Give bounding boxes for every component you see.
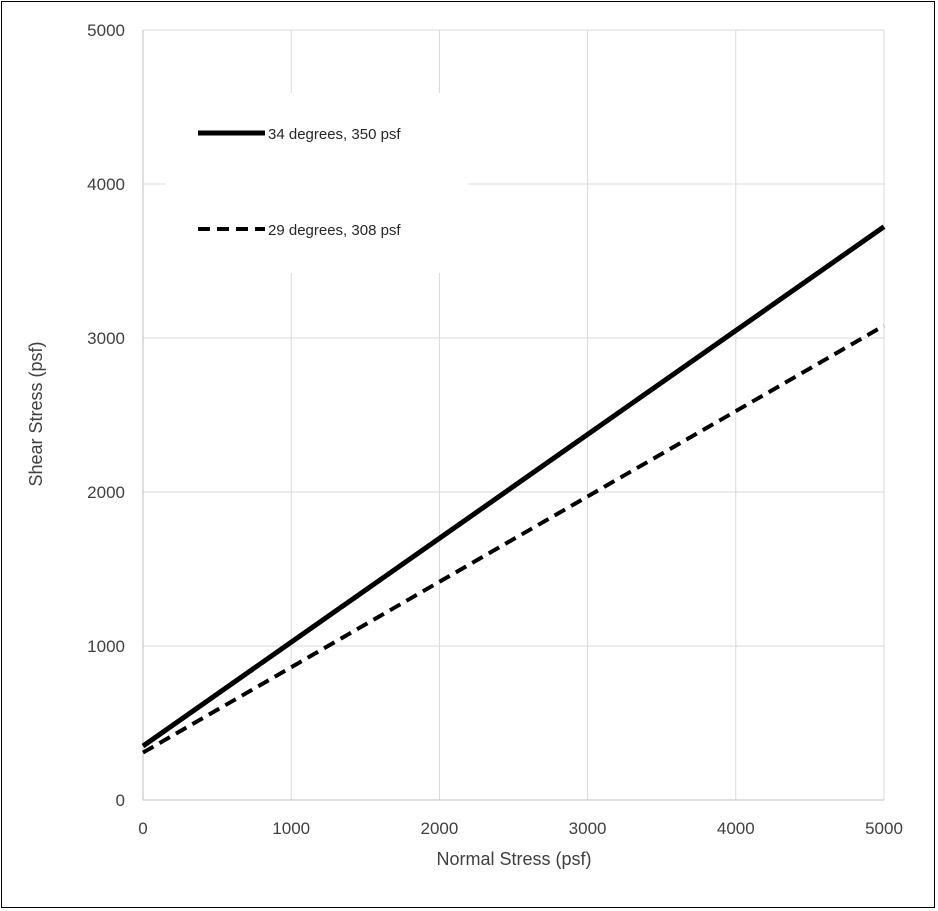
y-tick-label: 5000 xyxy=(87,21,125,40)
x-tick-label: 0 xyxy=(138,819,147,838)
axes xyxy=(142,30,884,801)
y-tick-label: 3000 xyxy=(87,329,125,348)
legend-label-series-1: 34 degrees, 350 psf xyxy=(268,126,401,143)
y-tick-label: 1000 xyxy=(87,637,125,656)
x-tick-labels: 0 1000 2000 3000 4000 5000 xyxy=(138,819,903,838)
y-tick-label: 0 xyxy=(116,791,125,810)
series-line-2 xyxy=(142,323,885,755)
legend-background xyxy=(166,93,468,273)
y-tick-label: 4000 xyxy=(87,175,125,194)
y-tick-label: 2000 xyxy=(87,483,125,502)
x-tick-label: 1000 xyxy=(272,819,310,838)
x-tick-label: 3000 xyxy=(569,819,607,838)
y-axis-title: Shear Stress (psf) xyxy=(26,341,46,486)
x-axis-title: Normal Stress (psf) xyxy=(436,849,591,869)
legend: 34 degrees, 350 psf 29 degrees, 308 psf xyxy=(166,93,468,273)
x-tick-label: 5000 xyxy=(865,819,903,838)
series-line-1 xyxy=(141,224,886,749)
x-tick-label: 4000 xyxy=(717,819,755,838)
series-layer xyxy=(141,224,886,755)
y-tick-labels: 0 1000 2000 3000 4000 5000 xyxy=(87,21,125,810)
legend-label-series-2: 29 degrees, 308 psf xyxy=(268,222,401,239)
x-tick-label: 2000 xyxy=(420,819,458,838)
